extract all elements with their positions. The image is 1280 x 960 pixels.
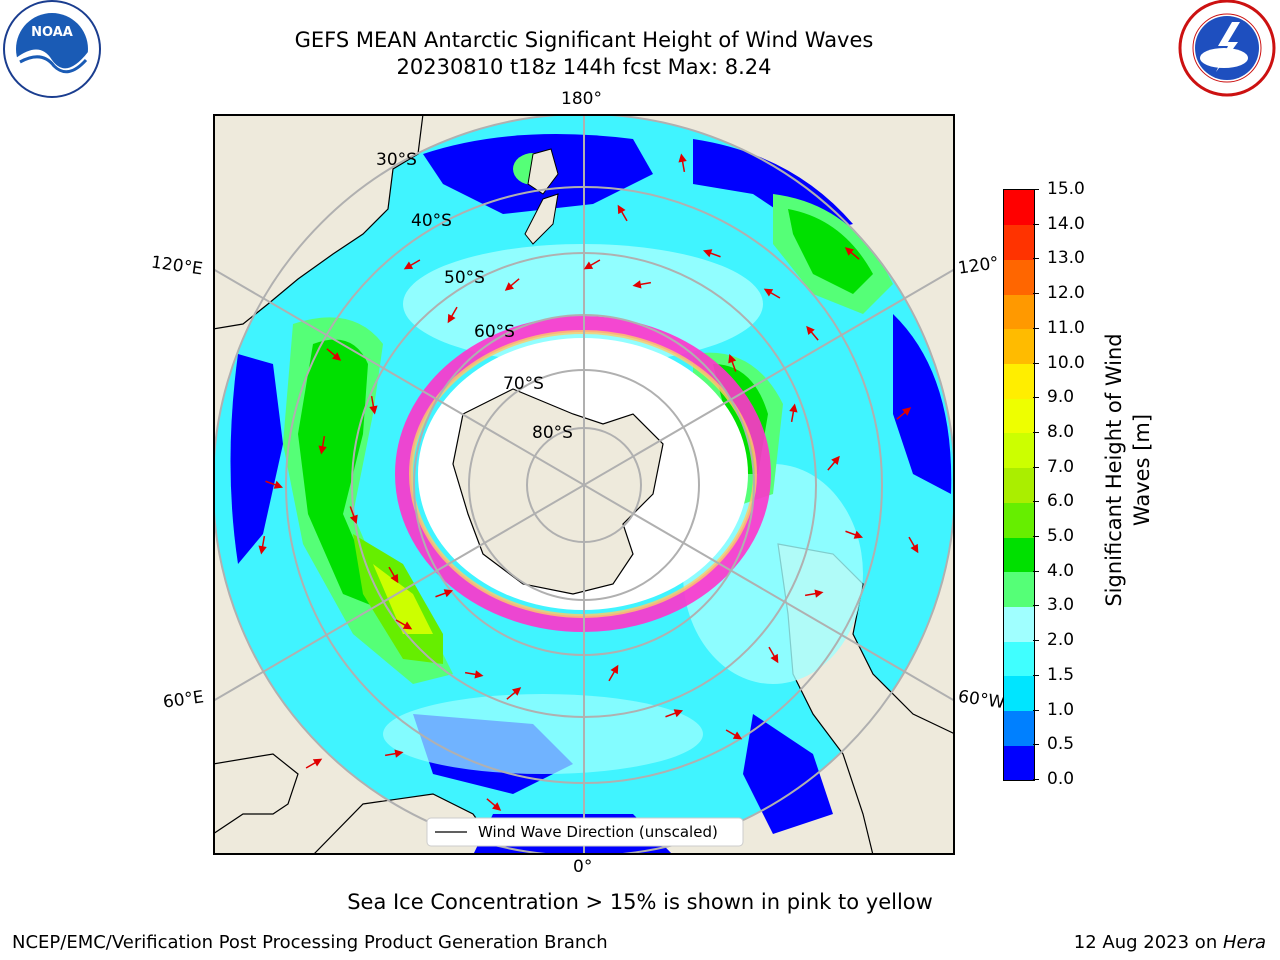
lat-label-60s: 60°S	[474, 322, 515, 342]
colorbar-segment	[1004, 675, 1034, 712]
colorbar-tick-label: 6.0	[1047, 491, 1075, 512]
colorbar-tick-label: 15.0	[1047, 179, 1085, 199]
lon-label-180: 180°	[561, 89, 602, 109]
colorbar-tick-mark	[1033, 640, 1039, 642]
colorbar-tick-label: 14.0	[1047, 213, 1085, 234]
sea-ice-note: Sea Ice Concentration > 15% is shown in …	[347, 890, 933, 914]
colorbar-tick-mark	[1033, 709, 1039, 711]
colorbar-tick-label: 11.0	[1047, 317, 1085, 338]
colorbar	[1003, 189, 1035, 781]
colorbar-tick-label: 1.0	[1047, 699, 1075, 720]
colorbar-tick-mark	[1033, 779, 1039, 780]
australia-land	[213, 114, 424, 330]
footer-machine: Hera	[1222, 932, 1266, 953]
colorbar-tick-label: 7.0	[1047, 456, 1075, 477]
colorbar-tick-mark	[1033, 466, 1039, 468]
lat-label-50s: 50°S	[444, 268, 485, 288]
colorbar-segment	[1004, 328, 1034, 365]
colorbar-tick-mark	[1033, 362, 1039, 364]
lon-label-120e: 120°E	[149, 252, 204, 280]
colorbar-segment	[1004, 502, 1034, 538]
colorbar-tick-mark	[1033, 293, 1039, 295]
colorbar-tick-mark	[1033, 189, 1039, 190]
colorbar-segment	[1004, 467, 1034, 503]
lat-label-40s: 40°S	[411, 211, 452, 231]
colorbar-tick-label: 1.5	[1047, 664, 1075, 685]
colorbar-tick-label: 0.0	[1047, 769, 1075, 789]
colorbar-tick-label: 3.0	[1047, 595, 1075, 616]
lon-label-0: 0°	[573, 857, 593, 877]
lat-label-70s: 70°S	[503, 374, 544, 394]
colorbar-tick-label: 4.0	[1047, 560, 1075, 581]
footer-left: NCEP/EMC/Verification Post Processing Pr…	[12, 932, 608, 953]
lon-label-60w: 60°W	[956, 686, 1007, 714]
svg-text:NOAA: NOAA	[31, 25, 73, 40]
wind-arrows	[258, 153, 919, 811]
colorbar-segment	[1004, 571, 1034, 607]
colorbar-segment	[1004, 363, 1034, 399]
colorbar-tick-label: 5.0	[1047, 526, 1075, 547]
colorbar-tick-label: 8.0	[1047, 421, 1075, 442]
legend-label: Wind Wave Direction (unscaled)	[478, 823, 718, 841]
colorbar-tick-label: 10.0	[1047, 352, 1085, 373]
colorbar-tick-mark	[1033, 327, 1039, 329]
colorbar-segment	[1004, 398, 1034, 434]
colorbar-segment	[1004, 641, 1034, 677]
colorbar-segment	[1004, 537, 1034, 573]
map-title-line1: GEFS MEAN Antarctic Significant Height o…	[294, 28, 874, 52]
colorbar-title-line2: Waves [m]	[1130, 413, 1154, 527]
colorbar-segment	[1004, 294, 1034, 330]
nws-logo-icon	[1178, 0, 1276, 97]
colorbar-segment	[1004, 606, 1034, 642]
colorbar-tick-label: 9.0	[1047, 387, 1075, 408]
polar-map: Wind Wave Direction (unscaled)	[213, 114, 955, 855]
colorbar-tick-mark	[1033, 501, 1039, 503]
lat-label-80s: 80°S	[532, 423, 573, 443]
footer-right: 12 Aug 2023 on Hera	[1074, 932, 1266, 953]
colorbar-tick-mark	[1033, 570, 1039, 572]
footer-date: 12 Aug 2023 on	[1073, 932, 1223, 953]
colorbar-segment	[1004, 432, 1034, 469]
colorbar-tick-label: 13.0	[1047, 248, 1085, 269]
colorbar-tick-label: 0.5	[1047, 734, 1075, 755]
colorbar-tick-label: 2.0	[1047, 630, 1075, 651]
map-legend: Wind Wave Direction (unscaled)	[426, 817, 744, 847]
colorbar-tick-mark	[1033, 674, 1039, 676]
colorbar-tick-label: 12.0	[1047, 283, 1085, 304]
colorbar-segment	[1004, 224, 1034, 260]
colorbar-tick-mark	[1033, 431, 1039, 433]
colorbar-tick-mark	[1033, 536, 1039, 538]
colorbar-tick-mark	[1033, 744, 1039, 746]
map-title-line2: 20230810 t18z 144h fcst Max: 8.24	[396, 55, 772, 79]
colorbar-tick-mark	[1033, 258, 1039, 260]
colorbar-tick-mark	[1033, 223, 1039, 225]
madagascar-land	[213, 753, 299, 835]
lon-label-60e: 60°E	[161, 687, 206, 713]
colorbar-segment	[1004, 190, 1034, 226]
colorbar-title: Significant Height of Wind Waves [m]	[1100, 320, 1160, 620]
colorbar-tick-mark	[1033, 397, 1039, 399]
colorbar-segment	[1004, 710, 1034, 746]
lon-label-120w: 120°	[956, 253, 1001, 279]
colorbar-segment	[1004, 745, 1034, 781]
noaa-logo-icon: NOAA	[3, 0, 101, 98]
colorbar-ticks: 0.0 0.5 1.0 1.5 2.0 3.0 4.0 5.0 6.0 7.0 8.0 9.0 10.0…	[1033, 180, 1095, 788]
colorbar-title-line1: Significant Height of Wind	[1102, 333, 1126, 607]
colorbar-segment	[1004, 259, 1034, 295]
lat-label-30s: 30°S	[376, 150, 417, 170]
colorbar-tick-mark	[1033, 605, 1039, 607]
